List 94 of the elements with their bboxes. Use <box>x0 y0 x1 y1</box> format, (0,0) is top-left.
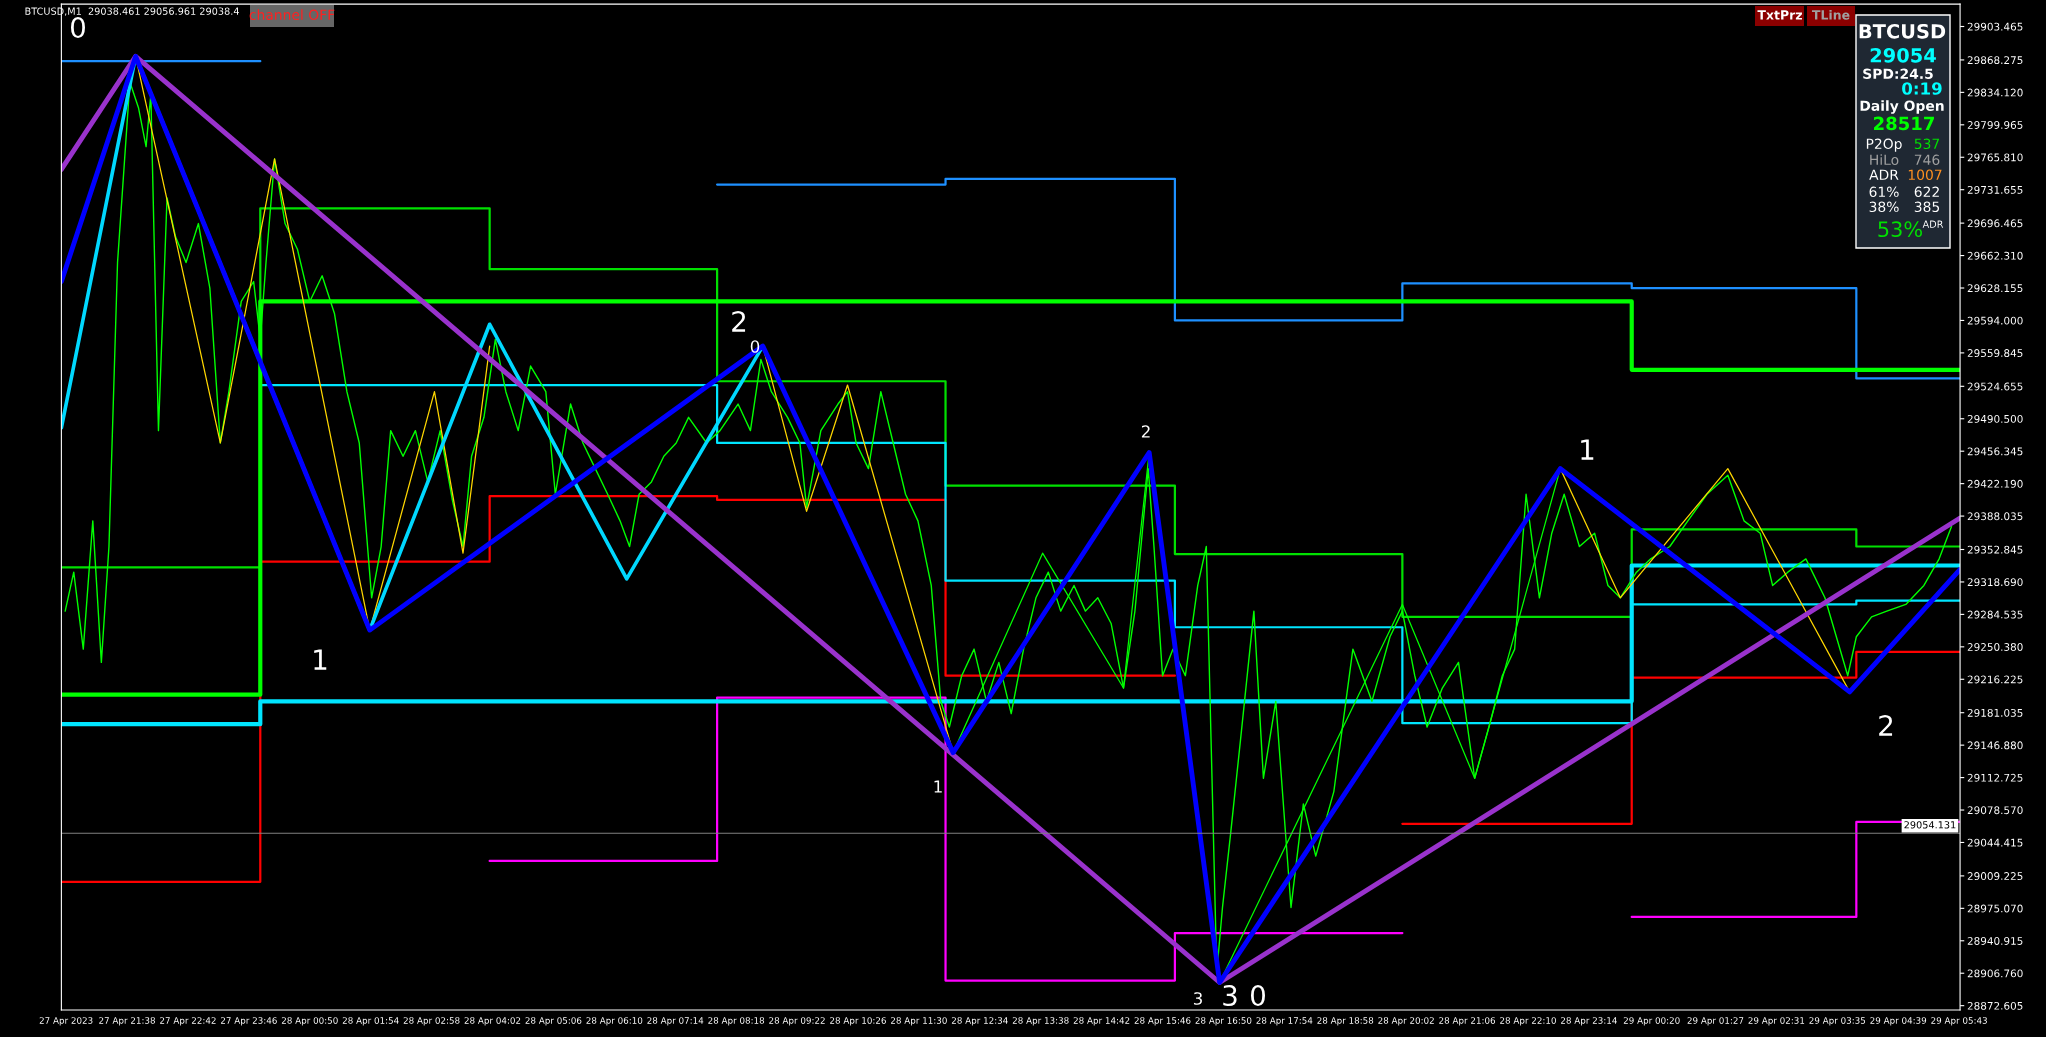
x-tick-label: 28 Apr 16:50 <box>1195 1017 1252 1026</box>
annotation: 0:19 <box>1902 82 1942 95</box>
x-tick-label: 28 Apr 07:14 <box>647 1017 704 1026</box>
x-tick-label: 28 Apr 14:42 <box>1073 1017 1130 1026</box>
x-tick-label: 28 Apr 12:34 <box>951 1017 1008 1026</box>
annotation: TxtPrz <box>1757 10 1802 20</box>
annotation: 28517 <box>1874 116 1934 131</box>
ref-line-label: 29054.131 <box>1904 821 1956 829</box>
annotation: 2 <box>1141 425 1150 438</box>
annotation: 38% <box>1869 201 1899 213</box>
x-tick-label: 28 Apr 21:06 <box>1439 1017 1496 1026</box>
y-tick-label: 28940.915 <box>1967 937 2023 945</box>
x-tick-label: 27 Apr 22:42 <box>160 1017 216 1026</box>
x-tick-label: 29 Apr 03:35 <box>1809 1017 1866 1026</box>
y-tick-label: 29318.690 <box>1967 578 2023 587</box>
annotation: 537 <box>1914 138 1940 150</box>
x-tick-label: 29 Apr 05:43 <box>1931 1017 1987 1026</box>
x-tick-label: 28 Apr 11:30 <box>891 1017 947 1026</box>
annotation: P2Op <box>1866 138 1902 152</box>
annotation: 1007 <box>1908 169 1942 181</box>
y-tick-label: 29216.225 <box>1967 675 2023 684</box>
x-tick-label: 28 Apr 18:58 <box>1317 1017 1374 1026</box>
annotation: HiLo <box>1870 154 1899 166</box>
y-tick-label: 29146.880 <box>1967 741 2023 750</box>
y-tick-label: 29662.310 <box>1967 251 2023 260</box>
annotation: 1 <box>1581 439 1594 460</box>
y-tick-label: 29628.155 <box>1967 284 2023 293</box>
y-tick-label: 29594.000 <box>1967 316 2023 325</box>
annotation: TLine <box>1811 9 1850 20</box>
y-tick-label: 29181.035 <box>1967 708 2023 717</box>
y-tick-label: 29078.570 <box>1967 806 2023 815</box>
x-tick-label: 28 Apr 22:10 <box>1500 1017 1556 1026</box>
y-tick-label: 29696.465 <box>1967 219 2023 228</box>
annotation: ADR <box>1869 169 1899 180</box>
y-tick-label: 29490.500 <box>1967 414 2023 423</box>
x-tick-label: 28 Apr 05:06 <box>525 1017 582 1026</box>
x-tick-label: 28 Apr 09:22 <box>769 1017 825 1026</box>
y-tick-label: 29352.845 <box>1967 545 2023 554</box>
y-tick-label: 29009.225 <box>1967 872 2023 880</box>
x-tick-label: 28 Apr 06:10 <box>586 1017 643 1026</box>
x-tick-label: 28 Apr 04:02 <box>464 1017 521 1026</box>
annotation: ADR <box>1922 220 1944 228</box>
annotation: 622 <box>1914 186 1939 198</box>
y-tick-label: 29868.275 <box>1967 56 2023 65</box>
annotation: 1 <box>934 780 942 793</box>
y-tick-label: 29765.810 <box>1967 153 2023 162</box>
x-tick-label: 28 Apr 10:26 <box>830 1017 886 1026</box>
x-tick-label: 29 Apr 01:27 <box>1687 1017 1744 1026</box>
y-tick-label: 29559.845 <box>1967 349 2023 357</box>
annotation: 3 <box>1193 992 1202 1005</box>
x-tick-label: 28 Apr 15:46 <box>1134 1017 1191 1026</box>
annotation: 0 <box>1250 985 1265 1007</box>
y-tick-label: 29903.465 <box>1967 22 2023 31</box>
y-tick-label: 29112.725 <box>1967 773 2023 782</box>
y-tick-label: 29284.535 <box>1967 610 2023 619</box>
y-tick-label: 29834.120 <box>1967 88 2023 97</box>
annotation: 2 <box>732 311 746 332</box>
annotation: BTCUSD <box>1859 23 1946 39</box>
y-tick-label: 28975.070 <box>1967 904 2023 913</box>
x-tick-label: 29 Apr 02:31 <box>1748 1017 1805 1026</box>
annotation: 746 <box>1914 154 1940 166</box>
annotation: 2 <box>1879 715 1893 736</box>
x-tick-label: 27 Apr 23:46 <box>220 1017 277 1026</box>
annotation: 61% <box>1869 186 1899 198</box>
annotation: SPD:24.5 <box>1863 68 1933 80</box>
y-tick-label: 29388.035 <box>1967 512 2023 521</box>
y-tick-label: 29456.345 <box>1967 447 2023 456</box>
x-tick-label: 28 Apr 17:54 <box>1256 1017 1313 1026</box>
annotation: 3 <box>1223 985 1237 1007</box>
x-tick-label: 27 Apr 2023 <box>39 1017 93 1026</box>
annotation: 0 <box>70 17 85 39</box>
x-tick-label: 28 Apr 20:02 <box>1378 1017 1434 1026</box>
y-tick-label: 29250.380 <box>1967 643 2023 651</box>
x-tick-label: 29 Apr 04:39 <box>1870 1017 1927 1026</box>
y-tick-label: 29731.655 <box>1967 185 2023 194</box>
y-tick-label: 28906.760 <box>1967 969 2023 978</box>
y-tick-label: 28872.605 <box>1967 1001 2023 1010</box>
annotation: 29054 <box>1870 47 1936 63</box>
x-tick-label: 27 Apr 21:38 <box>99 1017 155 1026</box>
x-tick-label: 29 Apr 00:20 <box>1623 1017 1680 1026</box>
annotation: 1 <box>314 649 327 670</box>
x-tick-label: 28 Apr 00:50 <box>281 1017 338 1026</box>
x-tick-label: 28 Apr 08:18 <box>708 1017 765 1026</box>
x-tick-label: 28 Apr 01:54 <box>342 1017 399 1026</box>
annotation: Daily Open <box>1860 100 1944 114</box>
y-tick-label: 29799.965 <box>1967 121 2023 129</box>
annotation: 53% <box>1878 221 1922 238</box>
x-tick-label: 28 Apr 23:14 <box>1561 1017 1617 1026</box>
annotation: 385 <box>1914 201 1940 213</box>
y-tick-label: 29422.190 <box>1967 479 2023 488</box>
y-tick-label: 29044.415 <box>1967 838 2023 847</box>
y-tick-label: 29524.655 <box>1967 382 2023 391</box>
x-tick-label: 28 Apr 02:58 <box>403 1017 460 1026</box>
x-tick-label: 28 Apr 13:38 <box>1012 1017 1069 1026</box>
